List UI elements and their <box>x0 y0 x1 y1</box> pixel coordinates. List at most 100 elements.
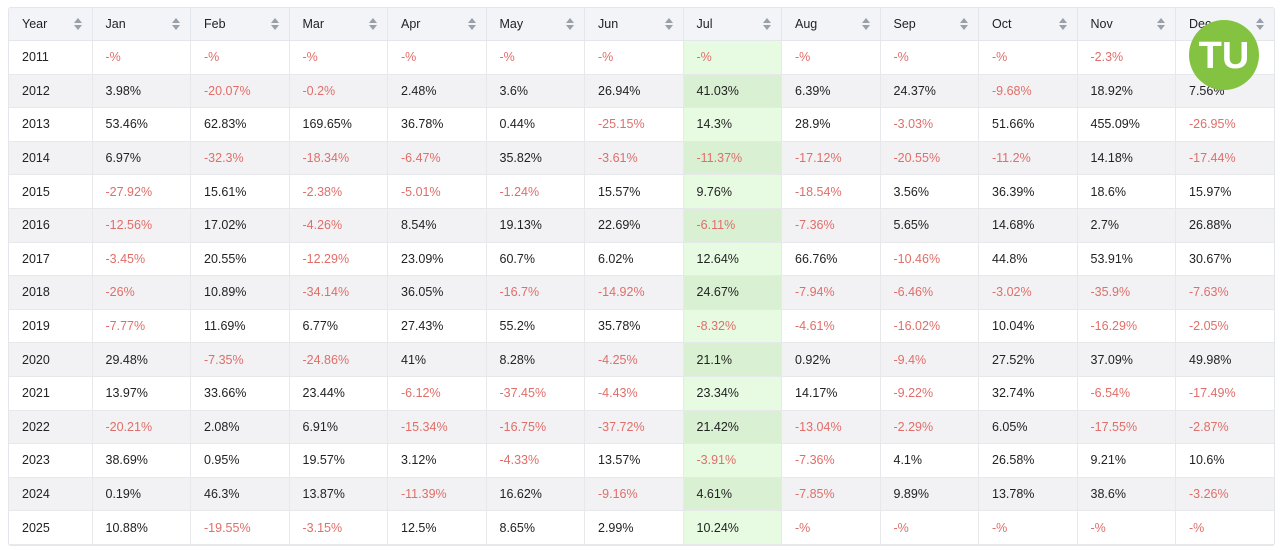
table-row: 2019 -7.77% 11.69% 6.77% 27.43% 55.2% 35.78% -8… <box>9 309 1274 344</box>
return-cell-oct: 51.66% <box>978 107 1078 142</box>
year-cell: 2018 <box>9 275 93 310</box>
return-cell-dec: 15.97% <box>1175 174 1274 209</box>
column-header-jan[interactable]: Jan <box>92 8 191 41</box>
return-cell-apr: -15.34% <box>387 410 487 445</box>
column-header-may[interactable]: May <box>486 8 585 41</box>
sort-arrows-icon[interactable] <box>369 18 377 30</box>
column-header-label: Jan <box>105 17 126 31</box>
return-cell-aug: 66.76% <box>781 242 881 277</box>
table-header-row: Year Jan Feb Mar Apr May Jun Jul Aug Sep Oct Nov Dec <box>9 8 1274 41</box>
column-header-label: Aug <box>795 17 818 31</box>
return-cell-jul: -% <box>683 40 782 75</box>
column-header-feb[interactable]: Feb <box>190 8 290 41</box>
return-cell-oct: -9.68% <box>978 74 1078 109</box>
table-row: 2016 -12.56% 17.02% -4.26% 8.54% 19.13% 22.69%… <box>9 208 1274 243</box>
return-cell-feb: 46.3% <box>190 477 290 512</box>
return-cell-mar: 23.44% <box>289 376 388 411</box>
sort-arrows-icon[interactable] <box>960 18 968 30</box>
return-cell-mar: -0.2% <box>289 74 388 109</box>
return-cell-nov: 18.6% <box>1077 174 1176 209</box>
return-cell-dec: -% <box>1175 510 1274 545</box>
return-cell-jun: 26.94% <box>584 74 684 109</box>
table-row: 2017 -3.45% 20.55% -12.29% 23.09% 60.7% 6.02% 1… <box>9 242 1274 277</box>
sort-arrows-icon[interactable] <box>1157 18 1165 30</box>
column-header-mar[interactable]: Mar <box>289 8 388 41</box>
table-body: 2011-%-%-%-%-%-%-%-%-%-%-2.3%520123.98%-… <box>9 40 1274 545</box>
sort-arrows-icon[interactable] <box>763 18 771 30</box>
sort-arrows-icon[interactable] <box>1058 18 1067 30</box>
sort-arrows-icon[interactable] <box>1256 18 1264 30</box>
column-header-apr[interactable]: Apr <box>387 8 487 41</box>
return-cell-jan: -20.21% <box>92 410 191 445</box>
table-row: 2012 3.98% -20.07% -0.2% 2.48% 3.6% 26.94% 41.0… <box>9 74 1274 109</box>
return-cell-dec: 30.67% <box>1175 242 1274 277</box>
return-cell-sep: 24.37% <box>880 74 979 109</box>
column-header-sep[interactable]: Sep <box>880 8 979 41</box>
year-cell: 2013 <box>9 107 93 142</box>
return-cell-apr: 41% <box>387 342 487 377</box>
return-cell-feb: 11.69% <box>190 309 290 344</box>
return-cell-aug: -7.94% <box>781 275 881 310</box>
return-cell-mar: -2.38% <box>289 174 388 209</box>
column-header-oct[interactable]: Oct <box>978 8 1078 41</box>
return-cell-aug: -13.04% <box>781 410 881 445</box>
sort-arrows-icon[interactable] <box>664 18 673 30</box>
return-cell-sep: -2.29% <box>880 410 979 445</box>
return-cell-apr: -% <box>387 40 487 75</box>
sort-arrows-icon[interactable] <box>172 18 180 30</box>
return-cell-oct: 14.68% <box>978 208 1078 243</box>
return-cell-sep: -9.22% <box>880 376 979 411</box>
return-cell-sep: -3.03% <box>880 107 979 142</box>
return-cell-jan: -7.77% <box>92 309 191 344</box>
return-cell-jan: 0.19% <box>92 477 191 512</box>
column-header-jul[interactable]: Jul <box>683 8 782 41</box>
return-cell-aug: -18.54% <box>781 174 881 209</box>
year-cell: 2022 <box>9 410 93 445</box>
logo-text: TU <box>1199 35 1250 75</box>
return-cell-may: 8.65% <box>486 510 585 545</box>
tradingview-tu-logo-icon[interactable]: TU <box>1189 20 1259 90</box>
sort-arrows-icon[interactable] <box>270 18 279 30</box>
return-cell-may: -% <box>486 40 585 75</box>
return-cell-jun: 2.99% <box>584 510 684 545</box>
return-cell-may: 8.28% <box>486 342 585 377</box>
return-cell-jan: 13.97% <box>92 376 191 411</box>
return-cell-may: 19.13% <box>486 208 585 243</box>
return-cell-feb: -32.3% <box>190 141 290 176</box>
return-cell-dec: -17.44% <box>1175 141 1274 176</box>
sort-arrows-icon[interactable] <box>861 18 870 30</box>
return-cell-oct: -% <box>978 40 1078 75</box>
column-header-year[interactable]: Year <box>9 8 93 41</box>
return-cell-dec: -7.63% <box>1175 275 1274 310</box>
return-cell-may: 16.62% <box>486 477 585 512</box>
sort-arrows-icon[interactable] <box>467 18 476 30</box>
return-cell-jun: -% <box>584 40 684 75</box>
return-cell-may: 0.44% <box>486 107 585 142</box>
column-header-label: Jul <box>696 17 713 31</box>
return-cell-sep: 4.1% <box>880 443 979 478</box>
column-header-nov[interactable]: Nov <box>1077 8 1176 41</box>
return-cell-oct: 44.8% <box>978 242 1078 277</box>
column-header-aug[interactable]: Aug <box>781 8 881 41</box>
return-cell-nov: 37.09% <box>1077 342 1176 377</box>
return-cell-jan: 3.98% <box>92 74 191 109</box>
return-cell-dec: -26.95% <box>1175 107 1274 142</box>
return-cell-aug: -7.36% <box>781 208 881 243</box>
return-cell-jan: -26% <box>92 275 191 310</box>
return-cell-may: -16.7% <box>486 275 585 310</box>
return-cell-mar: 13.87% <box>289 477 388 512</box>
return-cell-jul: 12.64% <box>683 242 782 277</box>
return-cell-apr: -11.39% <box>387 477 487 512</box>
return-cell-jul: 21.1% <box>683 342 782 377</box>
table-row: 2014 6.97% -32.3% -18.34% -6.47% 35.82% -3.61%… <box>9 141 1274 176</box>
sort-arrows-icon[interactable] <box>73 18 82 30</box>
return-cell-jan: 38.69% <box>92 443 191 478</box>
return-cell-jul: -3.91% <box>683 443 782 478</box>
return-cell-nov: 9.21% <box>1077 443 1176 478</box>
column-header-jun[interactable]: Jun <box>584 8 684 41</box>
table-row: 2025 10.88% -19.55% -3.15% 12.5% 8.65% 2.99% 10… <box>9 510 1274 545</box>
return-cell-feb: -20.07% <box>190 74 290 109</box>
sort-arrows-icon[interactable] <box>566 18 574 30</box>
table-row: 2023 38.69% 0.95% 19.57% 3.12% -4.33% 13.57% -3… <box>9 443 1274 478</box>
return-cell-nov: 38.6% <box>1077 477 1176 512</box>
